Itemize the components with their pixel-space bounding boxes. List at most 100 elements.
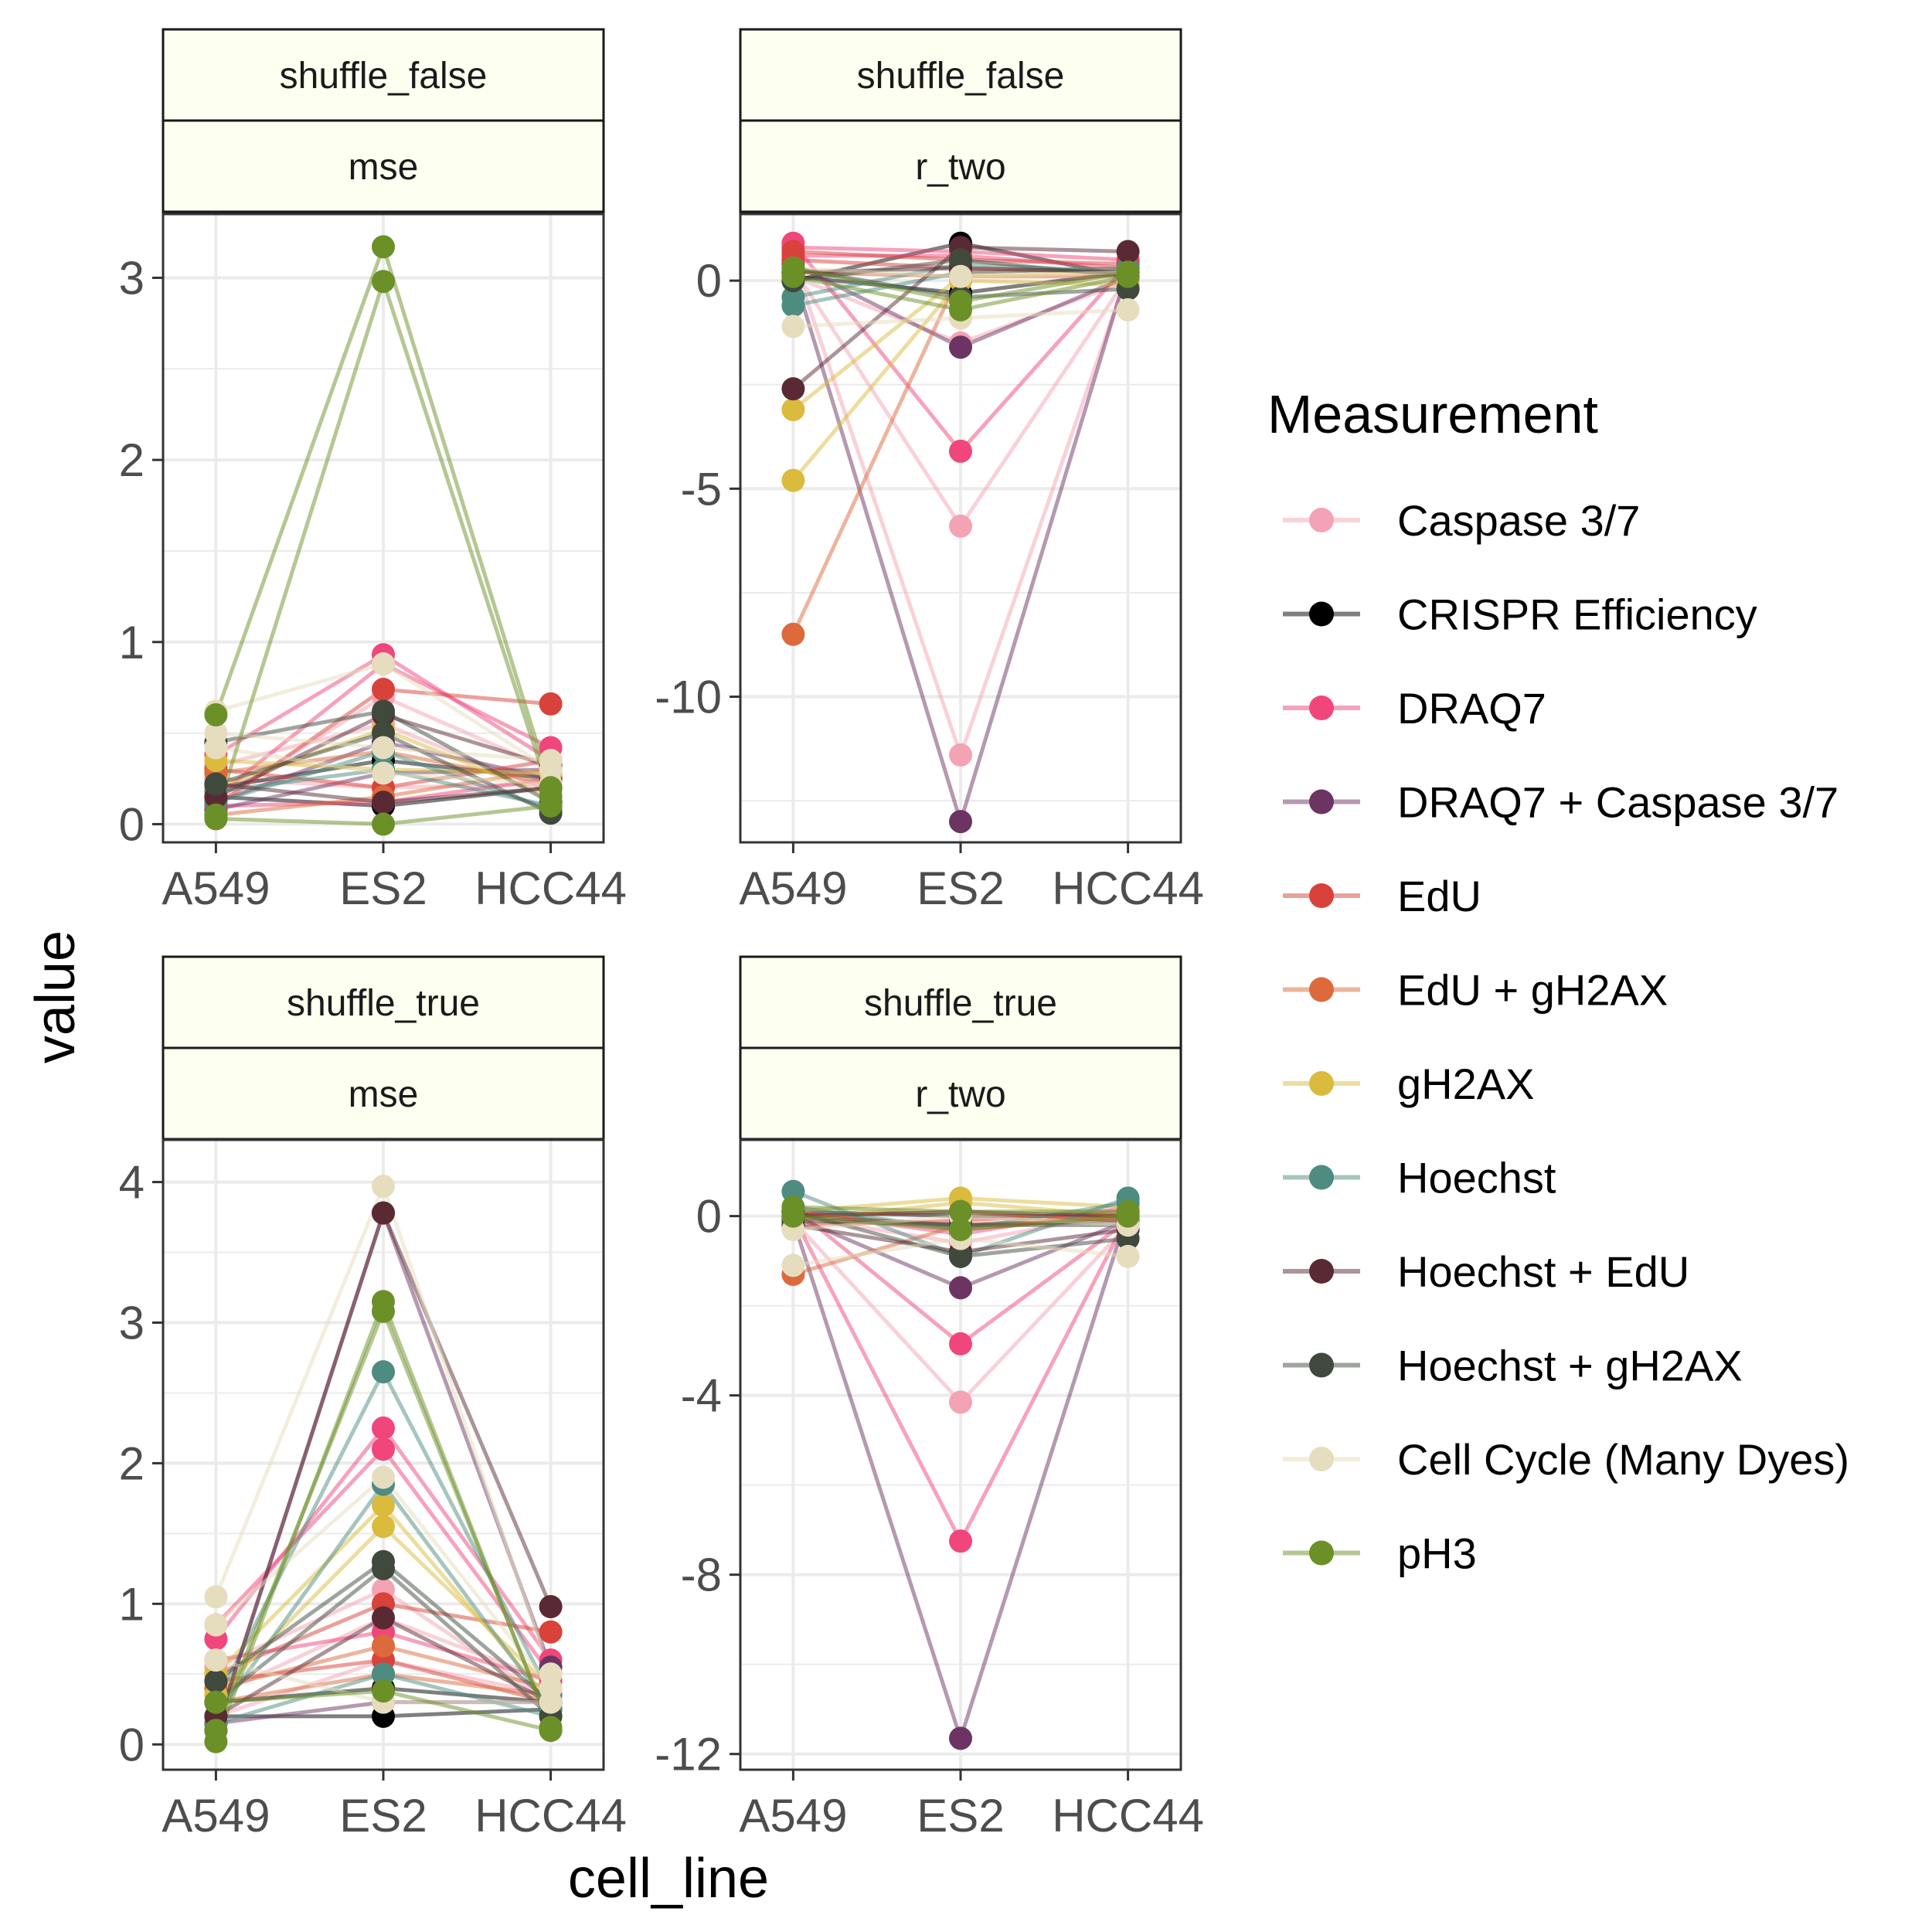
x-tick-label: HCC44: [1052, 1790, 1204, 1842]
x-tick-label: ES2: [339, 862, 427, 914]
legend-item: Hoechst: [1283, 1154, 1556, 1202]
data-point: [949, 248, 972, 272]
data-point: [372, 235, 395, 259]
data-point: [372, 652, 395, 676]
legend-label: Caspase 3/7: [1397, 496, 1640, 545]
y-tick-label: 1: [119, 617, 145, 668]
strip-top-box: [739, 28, 1182, 122]
legend-label: DRAQ7 + Caspase 3/7: [1397, 778, 1838, 827]
y-tick-label: 2: [119, 1437, 145, 1489]
data-point: [372, 699, 395, 723]
data-point: [781, 398, 805, 422]
y-tick-label: 0: [119, 1719, 145, 1770]
legend-item: Hoechst + EdU: [1283, 1247, 1689, 1296]
legend-label: Hoechst + EdU: [1397, 1247, 1689, 1296]
legend-key-point: [1309, 1165, 1334, 1190]
data-point: [949, 264, 972, 288]
strip-bottom-label: mse: [349, 147, 419, 188]
legend: Measurement Caspase 3/7 CRISPR Efficiency…: [1267, 384, 1849, 1578]
data-point: [781, 285, 805, 309]
legend-items: Caspase 3/7 CRISPR Efficiency DRAQ7 DRAQ7 +…: [1283, 496, 1849, 1578]
series-group: [204, 1175, 563, 1753]
data-point: [372, 1465, 395, 1489]
strip-top-label: shuffle_false: [280, 56, 488, 97]
data-point: [372, 1360, 395, 1384]
x-tick-label: ES2: [917, 1790, 1004, 1842]
data-point: [539, 1594, 563, 1618]
x-tick-label: A549: [739, 862, 847, 914]
data-point: [1116, 1244, 1140, 1268]
series-group: [781, 231, 1140, 834]
strip-bottom-box: [162, 119, 605, 213]
legend-key-point: [1309, 508, 1334, 532]
data-point: [372, 812, 395, 836]
data-point: [781, 1253, 805, 1277]
data-point: [949, 335, 972, 359]
x-tick-label: HCC44: [474, 862, 627, 914]
legend-item: EdU + gH2AX: [1283, 966, 1668, 1015]
data-point: [781, 315, 805, 338]
data-point: [949, 1726, 972, 1750]
data-point: [949, 1276, 972, 1300]
y-tick-label: 0: [119, 798, 145, 850]
data-point: [781, 240, 805, 264]
data-point: [372, 1662, 395, 1686]
x-tick-label: A549: [162, 1790, 270, 1842]
strip-bottom-box: [739, 1046, 1182, 1141]
data-point: [204, 1719, 228, 1743]
legend-key-point: [1309, 883, 1334, 908]
data-point: [539, 1690, 563, 1714]
data-point: [949, 743, 972, 767]
x-tick-label: A549: [739, 1790, 847, 1842]
strip-top-box: [162, 955, 605, 1049]
data-point: [372, 761, 395, 785]
data-point: [204, 807, 228, 831]
x-tick-label: ES2: [917, 862, 1004, 914]
data-point: [372, 1634, 395, 1658]
panel-border: [162, 213, 605, 844]
legend-item: Caspase 3/7: [1283, 496, 1640, 545]
legend-item: DRAQ7 + Caspase 3/7: [1283, 778, 1838, 827]
data-point: [1116, 260, 1140, 284]
y-tick-label: 2: [119, 434, 145, 486]
data-point: [539, 692, 563, 716]
panel-border: [162, 1138, 605, 1771]
x-tick-label: ES2: [339, 1790, 427, 1842]
data-point: [372, 1606, 395, 1630]
panel-4: shuffle_true r_two 0 -4 -8 -12 A549 ES2 HCC44: [655, 955, 1204, 1842]
legend-label: EdU + gH2AX: [1397, 966, 1668, 1015]
data-point: [372, 1201, 395, 1225]
x-tick-label: HCC44: [1052, 862, 1204, 914]
y-axis-title: value: [25, 930, 87, 1063]
strip-bottom-label: mse: [349, 1074, 419, 1115]
data-point: [781, 1196, 805, 1219]
panel-2: shuffle_false r_two 0 -5 -10 A549 ES2 HCC44: [655, 28, 1204, 914]
data-point: [949, 514, 972, 538]
strip-bottom-box: [739, 119, 1182, 213]
legend-label: gH2AX: [1397, 1060, 1534, 1108]
legend-key-point: [1309, 1540, 1334, 1566]
legend-key-point: [1309, 601, 1334, 627]
data-point: [372, 736, 395, 760]
strip-top-label: shuffle_false: [857, 56, 1065, 97]
data-point: [781, 256, 805, 280]
data-point: [372, 1515, 395, 1539]
legend-label: DRAQ7: [1397, 684, 1546, 733]
series-group: [204, 235, 563, 836]
legend-key-point: [1309, 977, 1334, 1002]
data-point: [781, 622, 805, 646]
strip-top-box: [739, 955, 1182, 1049]
data-point: [539, 1620, 563, 1644]
legend-key-point: [1309, 696, 1334, 720]
legend-item: Cell Cycle (Many Dyes): [1283, 1435, 1849, 1484]
legend-label: Hoechst + gH2AX: [1397, 1342, 1743, 1390]
data-point: [949, 1244, 972, 1268]
data-point: [204, 772, 228, 796]
data-point: [1116, 240, 1140, 264]
data-point: [949, 1390, 972, 1414]
data-point: [204, 1613, 228, 1637]
panel-border: [739, 1138, 1182, 1771]
